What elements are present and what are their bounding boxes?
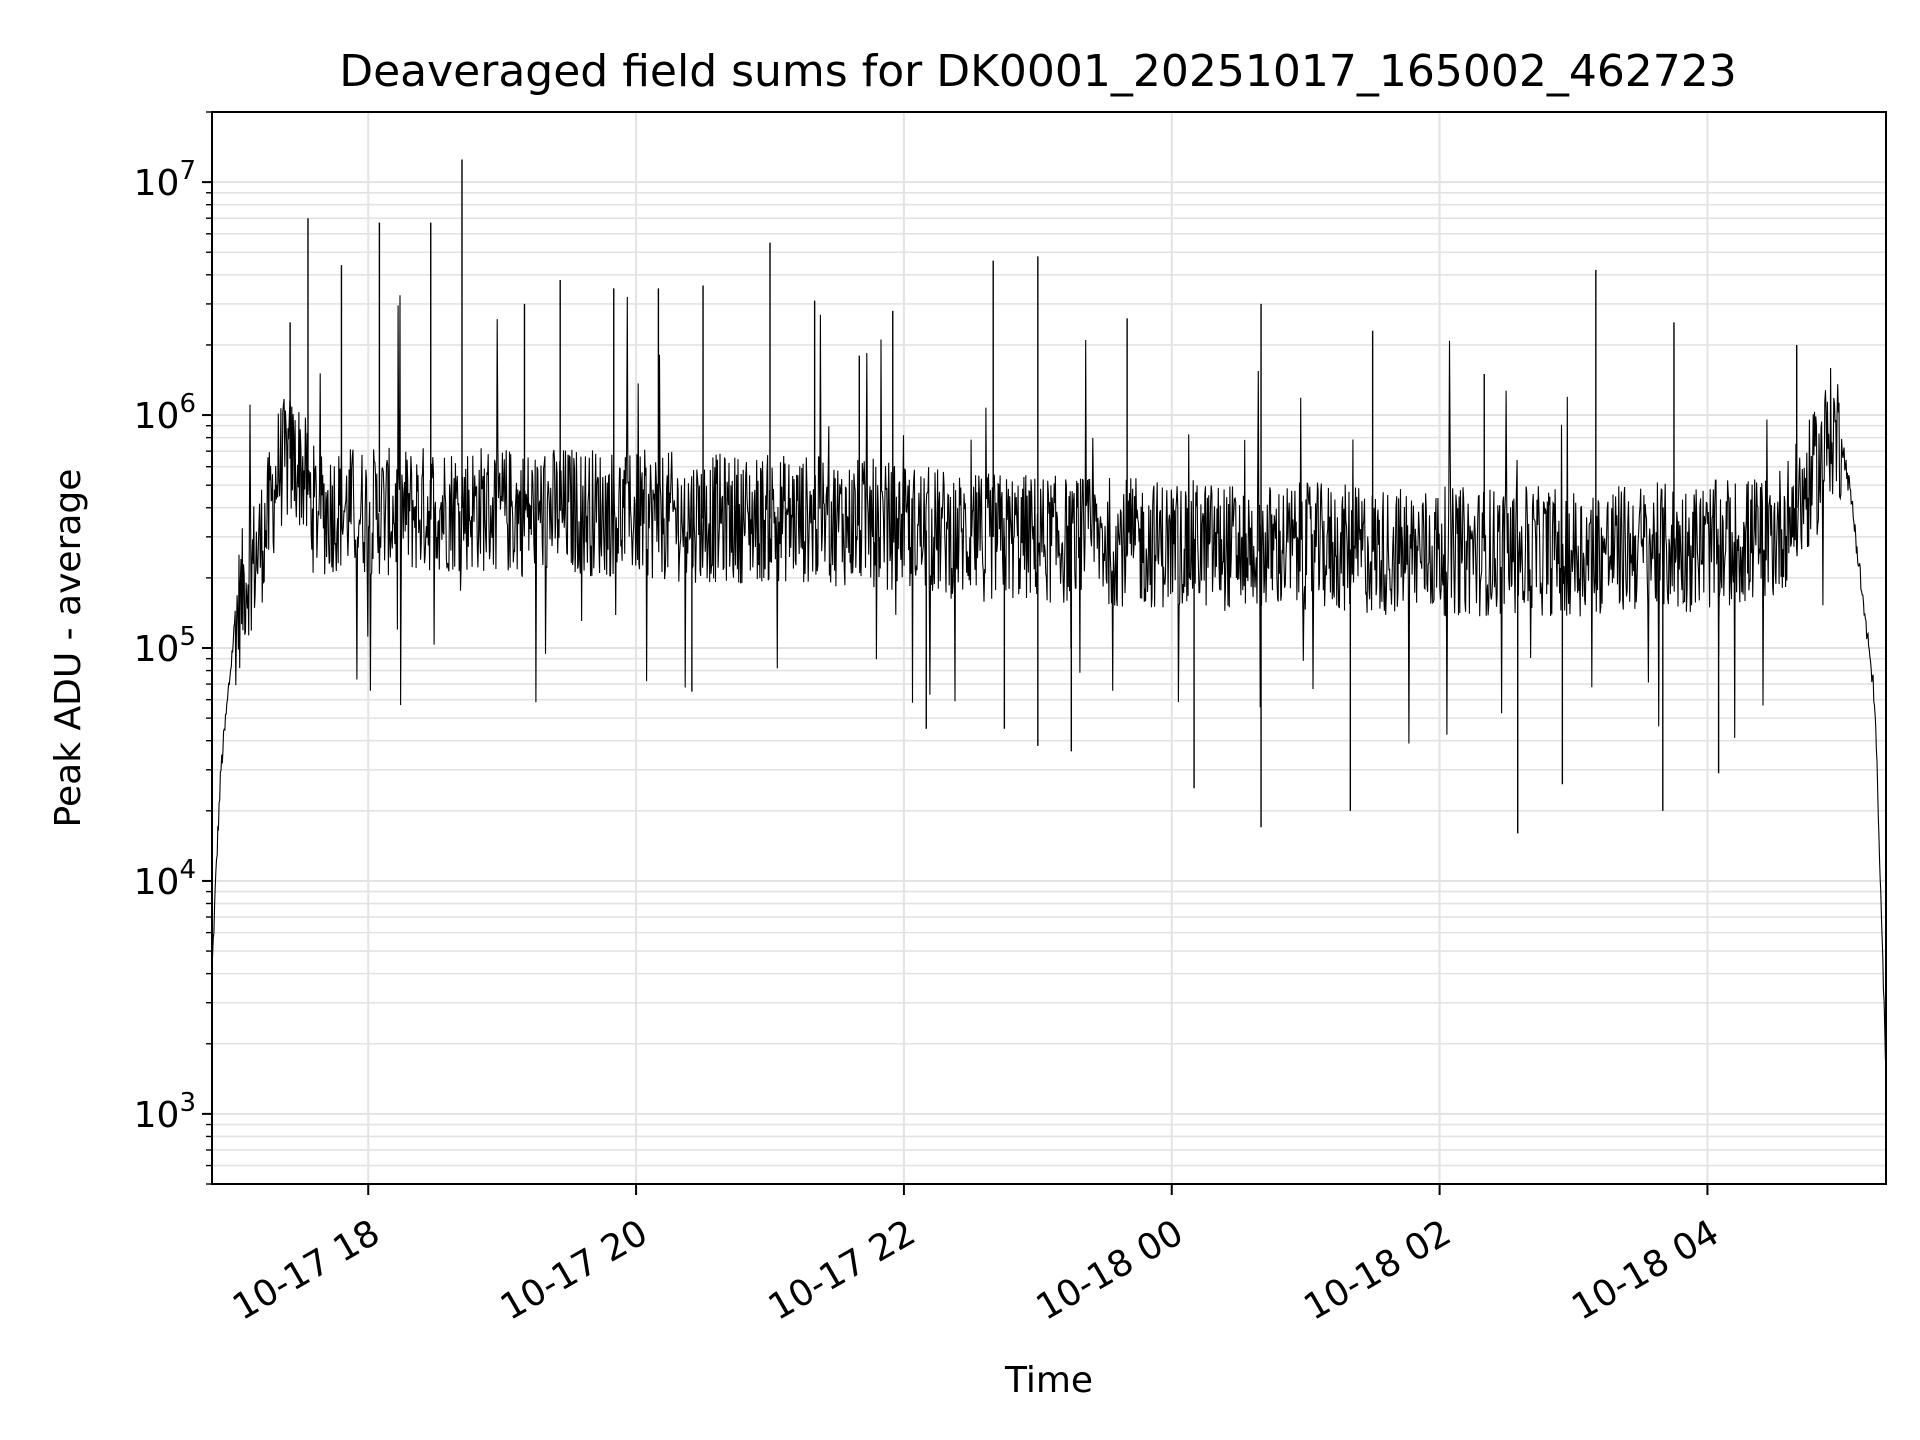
- y-tick-label: 106: [134, 389, 196, 437]
- y-axis-label: Peak ADU - average: [48, 469, 89, 828]
- x-axis-label: Time: [1004, 1360, 1093, 1401]
- series-line: [211, 295, 1887, 1066]
- y-axis: 103 104 105 106 107: [134, 111, 212, 1185]
- chart-title: Deaveraged field sums for DK0001_2025101…: [339, 46, 1737, 97]
- y-tick-label: 107: [134, 156, 196, 204]
- y-tick-label: 104: [134, 855, 196, 903]
- series-group: [211, 159, 1887, 1066]
- grid: [212, 111, 1886, 1185]
- y-tick-label: 103: [134, 1088, 196, 1136]
- y-tick-label: 105: [134, 622, 196, 670]
